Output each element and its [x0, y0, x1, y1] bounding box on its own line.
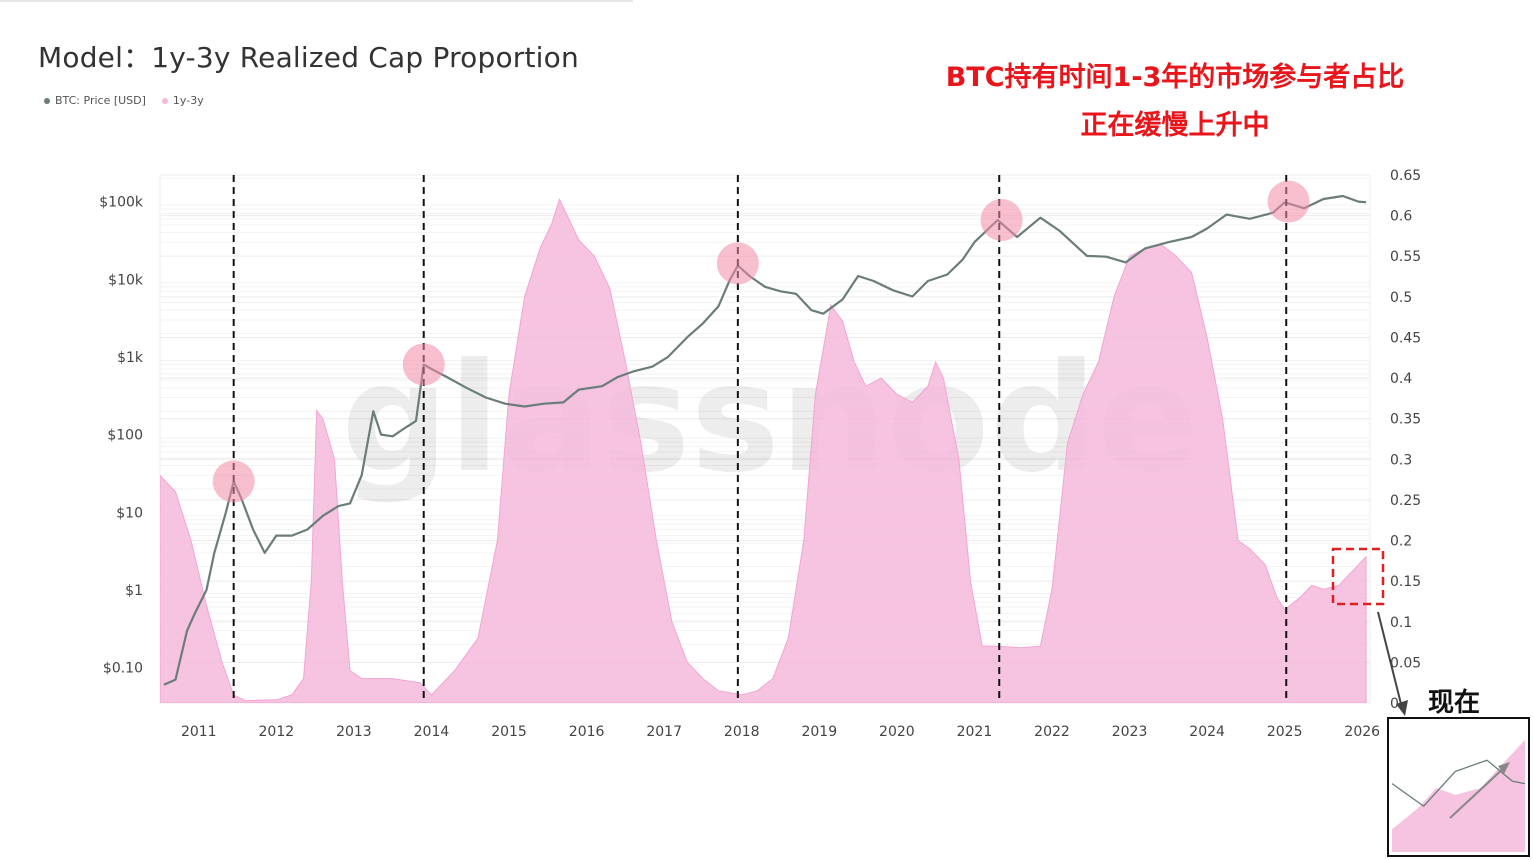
- inset-trend-arrow: [1449, 765, 1507, 819]
- y-right-tick-label: 0.25: [1390, 493, 1421, 509]
- legend-label-1y-3y: 1y-3y: [172, 94, 204, 107]
- y-right-tick-label: 0.15: [1390, 574, 1421, 590]
- series-area-1y-3y: [160, 198, 1367, 703]
- x-tick-label: 2020: [879, 724, 915, 740]
- y-right-tick-label: 0.35: [1390, 412, 1421, 428]
- now-label: 现在: [1428, 688, 1480, 718]
- y-right-tick-label: 0.1: [1390, 615, 1412, 631]
- x-tick-label: 2019: [801, 724, 837, 740]
- chart-title: Model：1y-3y Realized Cap Proportion: [38, 41, 579, 74]
- inset-area: [1392, 739, 1525, 852]
- x-tick-label: 2017: [646, 724, 682, 740]
- peak-marker: [716, 242, 759, 285]
- legend-item-price[interactable]: BTC: Price [USD]: [44, 94, 146, 107]
- annotation-line-2: 正在缓慢上升中: [1080, 110, 1270, 141]
- x-tick-label: 2013: [336, 724, 372, 740]
- peak-marker: [402, 343, 445, 386]
- y-left-tick-label: $1: [125, 583, 143, 599]
- y-right-tick-label: 0.4: [1390, 371, 1412, 387]
- annotation-text: BTC持有时间1-3年的市场参与者占比 正在缓慢上升中: [900, 54, 1450, 150]
- y-axis-right: 0 0.05 0.1 0.15 0.2 0.25 0.3 0.35 0.4 0.45 0.5 0.55…: [1390, 168, 1421, 712]
- callout-arrow-line: [1377, 611, 1403, 709]
- x-tick-label: 2012: [259, 724, 295, 740]
- y-left-tick-label: $100: [107, 428, 143, 444]
- x-tick-label: 2011: [181, 724, 217, 740]
- x-tick-label: 2021: [957, 724, 993, 740]
- top-divider: [0, 0, 633, 2]
- annotation-line-1: BTC持有时间1-3年的市场参与者占比: [945, 62, 1405, 93]
- x-tick-label: 2024: [1189, 724, 1225, 740]
- x-tick-label: 2023: [1112, 724, 1148, 740]
- x-tick-label: 2018: [724, 724, 760, 740]
- callout-arrow-head: [1396, 700, 1408, 716]
- legend-dot-1y-3y: [161, 97, 168, 104]
- legend-item-1y-3y[interactable]: 1y-3y: [161, 94, 204, 107]
- x-axis: 2011 2012 2013 2014 2015 2016 2017 2018 2019 2020…: [181, 724, 1380, 740]
- peak-marker: [212, 460, 255, 503]
- series-line-btc-price: [163, 194, 1367, 686]
- y-left-tick-label: $0.10: [103, 661, 143, 677]
- y-right-tick-label: 0.2: [1390, 534, 1412, 550]
- x-tick-label: 2016: [569, 724, 605, 740]
- now-highlight-box: [1331, 547, 1385, 606]
- legend-dot-price: [44, 97, 50, 104]
- y-right-tick-label: 0.3: [1390, 452, 1412, 468]
- x-tick-label: 2026: [1344, 724, 1380, 740]
- inset-price-line: [1391, 759, 1526, 807]
- peak-marker: [980, 198, 1023, 241]
- legend-label-price: BTC: Price [USD]: [55, 94, 146, 107]
- inset-trend-arrow-head: [1498, 762, 1510, 774]
- y-left-tick-label: $10k: [108, 272, 144, 288]
- y-axis-left: $0.10 $1 $10 $100 $1k $10k $100k: [99, 195, 144, 677]
- y-right-tick-label: 0.6: [1390, 209, 1412, 225]
- x-tick-label: 2022: [1034, 724, 1070, 740]
- y-left-tick-label: $1k: [117, 350, 144, 366]
- y-right-tick-label: 0.5: [1390, 290, 1412, 306]
- x-tick-label: 2015: [491, 724, 527, 740]
- legend: BTC: Price [USD] 1y-3y: [44, 94, 204, 107]
- y-left-tick-label: $10: [116, 505, 143, 521]
- peak-marker: [1267, 180, 1310, 223]
- y-right-tick-label: 0.05: [1390, 655, 1421, 671]
- y-right-tick-label: 0.65: [1390, 168, 1421, 184]
- y-right-tick-label: 0.55: [1390, 249, 1421, 265]
- x-tick-label: 2014: [414, 724, 450, 740]
- y-right-tick-label: 0: [1390, 696, 1399, 712]
- x-tick-label: 2025: [1267, 724, 1303, 740]
- watermark: glassnode: [341, 332, 1199, 506]
- y-left-tick-label: $100k: [99, 195, 144, 211]
- y-right-tick-label: 0.45: [1390, 330, 1421, 346]
